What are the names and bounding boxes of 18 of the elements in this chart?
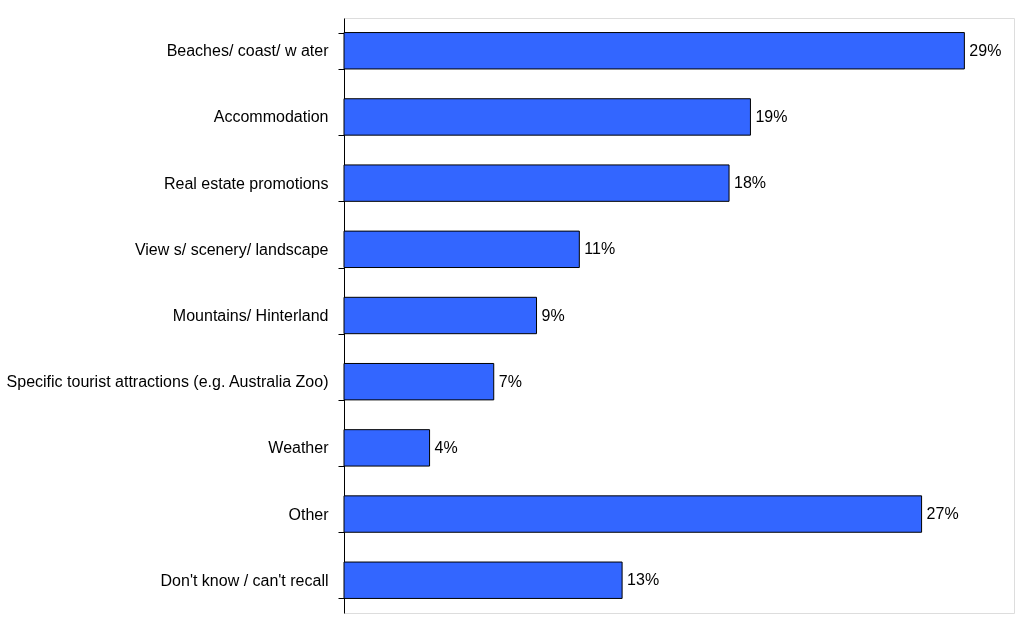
y-tick-label: Other (288, 505, 330, 523)
y-tick-label: Accommodation (213, 108, 329, 126)
data-label: 11% (584, 240, 616, 258)
y-tick-label: Mountains/ Hinterland (172, 307, 329, 324)
data-label: 9% (541, 306, 565, 324)
y-tick-label: Beaches/ coast/ w ater (166, 42, 330, 60)
data-label: 13% (627, 571, 660, 589)
data-label: 18% (734, 174, 767, 192)
y-tick-label: Real estate promotions (163, 174, 329, 192)
y-tick-label: Don't know / can't recall (160, 571, 329, 589)
data-label: 27% (926, 505, 959, 523)
data-label: 19% (755, 107, 788, 125)
data-label: 29% (969, 41, 1002, 59)
data-label: 4% (434, 438, 458, 456)
data-label: 7% (498, 372, 522, 390)
y-tick-label: Weather (268, 439, 330, 457)
y-tick-label: View s/ scenery/ landscape (134, 240, 329, 258)
y-tick-label: Specific tourist attractions (e.g. Australia Zoo) (6, 373, 329, 391)
